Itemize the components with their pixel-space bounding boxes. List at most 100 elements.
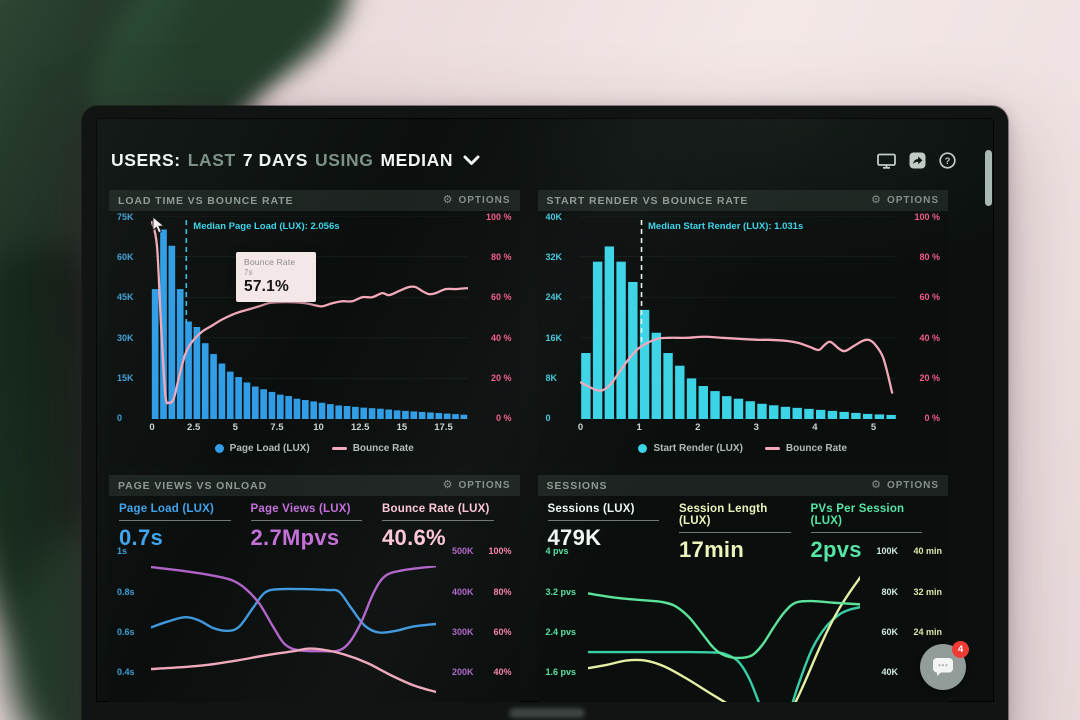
title-part: 7 DAYS: [242, 150, 309, 170]
mouse-cursor: [152, 216, 165, 234]
axis-tick: 4: [812, 422, 818, 433]
axis-tick: 80 %: [919, 252, 940, 263]
axis-tick: 60K: [881, 627, 898, 637]
metric-value: 0.7s: [119, 525, 164, 550]
metric-value: 40.6%: [382, 525, 446, 550]
axis-tick: 5: [232, 422, 238, 433]
median-line-label: Median Start Render (LUX): 1.031s: [648, 221, 804, 232]
options-button[interactable]: ⚙ OPTIONS: [871, 479, 939, 492]
panel-load-time: LOAD TIME VS BOUNCE RATE ⚙ OPTIONS 75K 60…: [109, 190, 520, 466]
axis-tick: 40 %: [490, 332, 512, 343]
y-axis-percent: 100% 80% 60% 40%: [480, 475, 512, 702]
axis-tick: 100 %: [914, 212, 940, 222]
legend-dot-icon: [638, 443, 648, 453]
title-part: USING: [315, 150, 374, 170]
axis-tick: 0 %: [924, 412, 940, 423]
metric-label: Page Views (LUX): [250, 503, 351, 515]
options-button[interactable]: ⚙ OPTIONS: [871, 195, 939, 207]
load-time-chart[interactable]: Median Page Load (LUX): 2.056s Bounce Ra…: [151, 216, 468, 419]
start-render-chart[interactable]: Median Start Render (LUX): 1.031s: [579, 216, 897, 419]
histogram-body: 40K 32K 24K 16K 8K 0 Median Start Render (LUX…: [538, 211, 949, 461]
legend-item: Bounce Rate: [764, 443, 847, 454]
dashboard-title-dropdown[interactable]: USERS: LAST 7 DAYS USING MEDIAN: [111, 150, 480, 171]
axis-tick: 60 %: [490, 292, 512, 303]
chat-bubble-icon: [933, 658, 953, 676]
axis-tick: 0: [117, 412, 123, 423]
legend-label: Bounce Rate: [352, 442, 414, 454]
axis-tick: 20 %: [490, 372, 512, 383]
gear-icon: ⚙: [442, 194, 454, 206]
gear-icon: ⚙: [442, 479, 454, 491]
tooltip-value: 57.1%: [244, 278, 289, 295]
gear-icon: ⚙: [871, 479, 882, 491]
chevron-down-icon: [463, 150, 480, 171]
axis-tick: 75K: [117, 212, 134, 222]
legend-item: Bounce Rate: [331, 442, 414, 454]
options-label: OPTIONS: [458, 195, 511, 206]
y-axis-right: 100 % 80 % 60 % 40 % 20 % 0 %: [468, 212, 512, 423]
options-button[interactable]: ⚙ OPTIONS: [442, 194, 511, 207]
x-axis: 0 1 2 3 4 5: [578, 419, 897, 435]
axis-tick: 60 %: [919, 292, 940, 303]
sessions-chart[interactable]: [587, 566, 860, 702]
y-axis-right: 100 % 80 % 60 % 40 % 20 % 0 %: [896, 212, 940, 423]
axis-tick: 20 %: [919, 372, 940, 383]
panel-page-views: PAGE VIEWS VS ONLOAD ⚙ OPTIONS Page Load…: [109, 475, 520, 702]
axis-tick: 500K: [451, 546, 474, 556]
y-axis-pvs: 4 pvs 3.2 pvs 2.4 pvs 1.6 pvs: [546, 475, 586, 702]
metric-underline: [250, 520, 363, 521]
axis-tick: 7.5: [270, 422, 284, 433]
metric-value: 17min: [679, 537, 745, 562]
axis-tick: 300K: [451, 627, 474, 637]
legend-label: Start Render (LUX): [653, 442, 743, 454]
options-button[interactable]: ⚙ OPTIONS: [442, 479, 511, 492]
y-axis-pageviews: 500K 400K 300K 200K: [438, 475, 474, 702]
panel-grid: LOAD TIME VS BOUNCE RATE ⚙ OPTIONS 75K 60…: [109, 190, 948, 702]
legend-item: Page Load (LUX): [214, 443, 310, 454]
scrollbar-thumb[interactable]: [985, 150, 992, 206]
axis-tick: 60K: [117, 252, 134, 263]
axis-tick: 0 %: [495, 412, 512, 423]
axis-tick: 15: [396, 422, 408, 433]
chat-badge: 4: [952, 641, 969, 658]
page-views-chart[interactable]: [151, 566, 436, 702]
dashboard-screen: USERS: LAST 7 DAYS USING MEDIAN: [96, 118, 994, 702]
axis-tick: 400K: [451, 587, 474, 597]
axis-tick: 15K: [117, 372, 134, 383]
share-icon[interactable]: [909, 152, 926, 169]
axis-tick: 17.5: [434, 422, 453, 433]
axis-tick: 100K: [876, 546, 898, 556]
tooltip-title: Bounce Rate: [244, 257, 296, 267]
axis-tick: 100 %: [485, 212, 512, 222]
chat-widget-button[interactable]: 4: [920, 641, 969, 690]
metric-page-views: Page Views (LUX) 2.7Mpvs: [250, 503, 383, 560]
axis-tick: 30K: [117, 332, 134, 343]
title-part: USERS:: [111, 150, 181, 170]
metric-session-length: Session Length (LUX) 17min: [679, 503, 811, 562]
page-views-vs-onload-svg: [151, 566, 436, 694]
axis-tick: 24K: [545, 292, 563, 303]
axis-tick: 1s: [117, 546, 128, 556]
metric-label: PVs Per Session (LUX): [810, 503, 905, 527]
help-icon[interactable]: ?: [939, 152, 956, 169]
panel-title: START RENDER VS BOUNCE RATE: [546, 194, 749, 207]
chart-legend: Page Load (LUX) Bounce Rate: [117, 435, 512, 461]
panel-header: PAGE VIEWS VS ONLOAD ⚙ OPTIONS: [109, 475, 520, 496]
tooltip-x-value: 7s: [244, 268, 253, 277]
title-part: MEDIAN: [380, 150, 454, 170]
axis-tick: 45K: [117, 292, 134, 303]
laptop-bezel: [96, 702, 994, 720]
metric-page-load: Page Load (LUX) 0.7s: [119, 503, 251, 560]
panel-title: PAGE VIEWS VS ONLOAD: [118, 479, 268, 492]
axis-tick: 40 %: [919, 332, 940, 343]
axis-tick: 200K: [451, 667, 474, 677]
axis-tick: 5: [870, 422, 877, 433]
axis-tick: 80%: [493, 587, 512, 597]
dashboard-header: USERS: LAST 7 DAYS USING MEDIAN: [111, 150, 956, 171]
chart-legend: Start Render (LUX) Bounce Rate: [546, 435, 941, 461]
metrics-row: Page Load (LUX) 0.7s Page Views (LUX) 2.…: [109, 496, 520, 560]
metric-label: Session Length (LUX): [679, 503, 768, 527]
axis-tick: 3: [753, 422, 759, 433]
display-icon[interactable]: [877, 153, 896, 169]
